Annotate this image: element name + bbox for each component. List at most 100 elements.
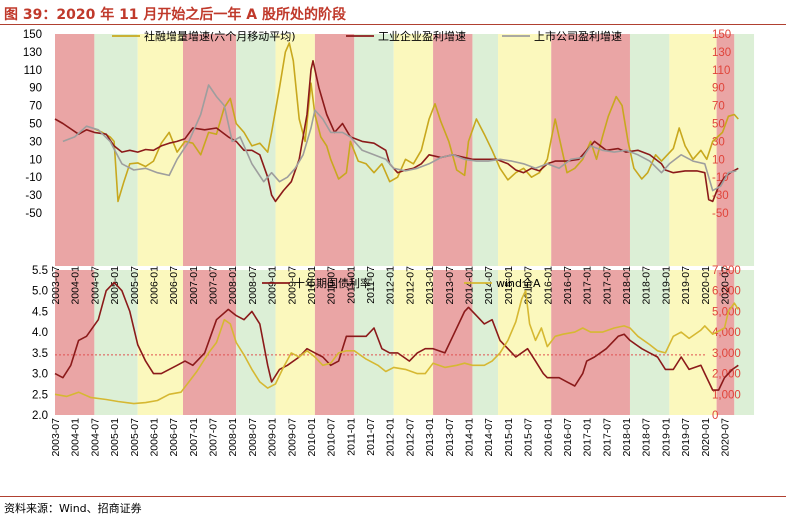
phase-band-bottom-14 [669, 270, 717, 415]
x-tick-bottom-4: 2005-07 [129, 418, 141, 457]
x-tick-top-15: 2011-01 [345, 266, 357, 304]
phase-band-bottom-16 [734, 270, 755, 415]
x-tick-top-27: 2017-01 [582, 266, 594, 305]
top-right-tick-6: 70 [712, 101, 725, 113]
x-tick-bottom-15: 2011-01 [345, 418, 357, 456]
phase-band-top-0 [55, 34, 95, 266]
top-left-tick-0: -50 [25, 208, 42, 220]
x-tick-bottom-30: 2018-07 [641, 418, 653, 457]
x-tick-bottom-7: 2007-01 [188, 418, 200, 457]
x-tick-top-8: 2007-07 [208, 266, 220, 305]
x-tick-bottom-5: 2006-01 [148, 418, 160, 457]
x-tick-top-2: 2004-07 [89, 266, 101, 305]
x-tick-top-19: 2013-01 [424, 266, 436, 305]
bottom-series-0 [54, 281, 739, 391]
phase-band-bottom-2 [137, 270, 183, 415]
x-tick-bottom-17: 2012-01 [385, 418, 397, 457]
phase-band-top-9 [433, 34, 473, 266]
top-left-tick-9: 130 [23, 47, 42, 59]
legend-tsf-label: 社融增量增速(六个月移动平均) [144, 29, 296, 43]
bottom-right-tick-6: 6,000 [712, 286, 741, 298]
x-tick-top-23: 2015-01 [503, 266, 515, 305]
top-right-tick-3: 10 [712, 154, 725, 166]
x-tick-top-32: 2019-07 [680, 266, 692, 305]
phase-band-bottom-10 [472, 270, 499, 415]
phase-band-bottom-7 [354, 270, 394, 415]
phase-band-bottom-9 [433, 270, 473, 415]
x-tick-bottom-23: 2015-01 [503, 418, 515, 457]
bottom-series-1 [54, 289, 739, 405]
x-tick-top-10: 2008-07 [247, 266, 259, 305]
top-right-tick-7: 90 [712, 83, 725, 95]
bottom-right-tick-0: 0 [712, 410, 718, 422]
phase-band-top-14 [669, 34, 717, 266]
bottom-right-tick-5: 5,000 [712, 306, 741, 318]
top-right-tick-9: 130 [712, 47, 731, 59]
top-right-tick-5: 50 [712, 119, 725, 131]
legend-wind-label: wind全A [496, 276, 541, 290]
bottom-left-tick-7: 5.5 [32, 265, 48, 277]
top-right-tick-0: -50 [712, 208, 729, 220]
x-tick-top-34: 2020-07 [719, 266, 731, 305]
bottom-left-tick-0: 2.0 [32, 410, 48, 422]
phase-band-top-7 [354, 34, 394, 266]
x-tick-top-17: 2012-01 [385, 266, 397, 305]
x-tick-bottom-11: 2009-01 [267, 418, 279, 457]
x-tick-top-21: 2014-01 [464, 266, 476, 305]
top-right-tick-10: 150 [712, 29, 731, 41]
top-left-tick-4: 30 [29, 136, 42, 148]
x-tick-bottom-1: 2004-01 [70, 418, 82, 457]
x-tick-top-11: 2009-01 [267, 266, 279, 305]
x-tick-bottom-31: 2019-01 [660, 418, 672, 457]
legend-industrial-label: 工业企业盈利增速 [378, 29, 466, 43]
x-tick-bottom-13: 2010-01 [306, 418, 318, 457]
x-tick-top-14: 2010-07 [326, 266, 338, 305]
x-tick-top-33: 2020-01 [700, 266, 712, 305]
bottom-left-tick-3: 3.5 [32, 348, 48, 360]
top-left-tick-6: 70 [29, 101, 42, 113]
phase-bands-bottom [55, 270, 755, 415]
bottom-right-tick-7: 7,000 [712, 265, 741, 277]
x-tick-bottom-28: 2017-07 [601, 418, 613, 457]
axes: -50-30-101030507090110130150-50-30-10103… [23, 29, 741, 457]
series-lines [54, 42, 739, 405]
phase-band-bottom-1 [94, 270, 138, 415]
phase-band-top-10 [472, 34, 499, 266]
x-tick-top-6: 2006-07 [168, 266, 180, 305]
bottom-left-tick-5: 4.5 [32, 306, 48, 318]
top-left-tick-1: -30 [25, 190, 42, 202]
top-left-tick-8: 110 [24, 65, 42, 77]
phase-band-top-12 [551, 34, 630, 266]
x-tick-top-1: 2004-01 [70, 266, 82, 305]
x-tick-top-13: 2010-01 [306, 266, 318, 305]
phase-band-top-16 [734, 34, 755, 266]
x-tick-top-20: 2013-07 [444, 266, 456, 305]
x-tick-bottom-6: 2006-07 [168, 418, 180, 457]
top-left-tick-5: 50 [29, 119, 42, 131]
bottom-left-tick-2: 3.0 [32, 369, 48, 381]
x-tick-top-3: 2005-01 [109, 266, 121, 305]
top-right-tick-4: 30 [712, 136, 725, 148]
source-note: 资料来源：Wind、招商证券 [4, 502, 142, 515]
x-tick-top-28: 2017-07 [601, 266, 613, 305]
x-tick-top-25: 2016-01 [542, 266, 554, 305]
legend-listed-label: 上市公司盈利增速 [534, 29, 622, 43]
x-tick-top-5: 2006-01 [148, 266, 160, 305]
phase-band-bottom-4 [236, 270, 276, 415]
top-left-tick-10: 150 [23, 29, 42, 41]
top-left-tick-7: 90 [29, 83, 42, 95]
title-rule [0, 24, 786, 25]
x-tick-top-31: 2019-01 [660, 266, 672, 305]
phase-band-bottom-3 [182, 270, 237, 415]
top-right-tick-2: -10 [712, 172, 729, 184]
x-tick-bottom-26: 2016-07 [562, 418, 574, 457]
x-tick-bottom-20: 2013-07 [444, 418, 456, 457]
phase-band-top-5 [275, 34, 315, 266]
x-tick-top-22: 2014-07 [483, 266, 495, 305]
x-tick-bottom-24: 2015-07 [523, 418, 535, 457]
x-tick-top-29: 2018-01 [621, 266, 633, 305]
top-left-tick-3: 10 [29, 154, 42, 166]
x-tick-bottom-12: 2009-07 [286, 418, 298, 457]
phase-band-bottom-6 [314, 270, 355, 415]
x-tick-bottom-27: 2017-01 [582, 418, 594, 457]
